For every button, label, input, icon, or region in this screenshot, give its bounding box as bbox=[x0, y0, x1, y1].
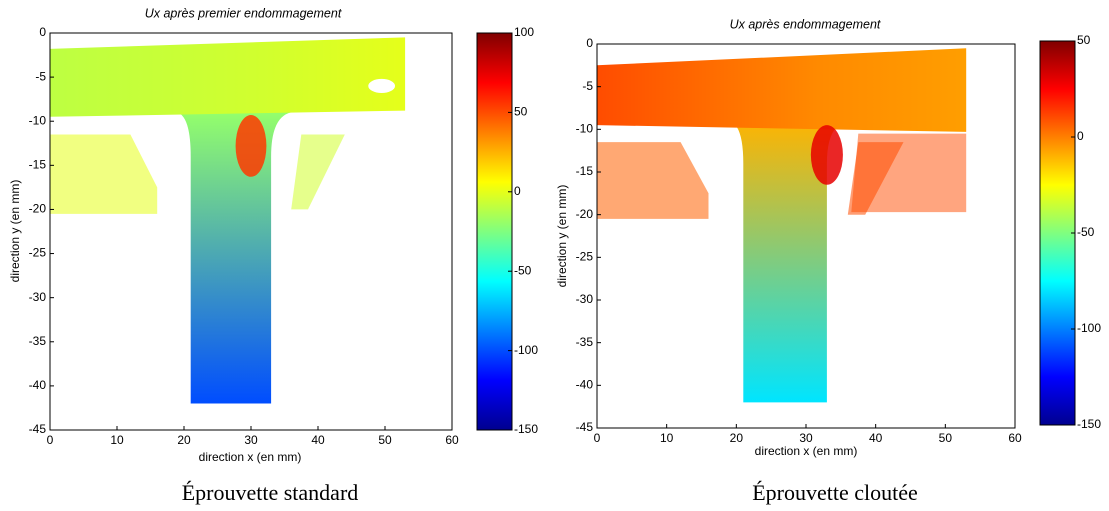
colorbar-tick-label: -150 bbox=[514, 422, 538, 436]
colorbar-tick-label: 0 bbox=[1077, 129, 1084, 143]
hot-spot bbox=[810, 125, 843, 185]
colorbar-tick-label: 50 bbox=[514, 105, 528, 119]
flange-left bbox=[597, 142, 709, 219]
y-axis-label: direction y (en mm) bbox=[555, 185, 569, 288]
colorbar-tick-label: -100 bbox=[1077, 321, 1101, 335]
x-tick-label: 0 bbox=[594, 431, 601, 445]
caption: Éprouvette cloutée bbox=[752, 480, 918, 505]
y-tick-label: -35 bbox=[29, 334, 47, 348]
flange-left bbox=[50, 134, 158, 214]
y-axis-label: direction y (en mm) bbox=[8, 180, 22, 283]
hole bbox=[368, 78, 396, 93]
flange-right-wide bbox=[851, 133, 967, 213]
plate-field bbox=[597, 48, 967, 132]
x-tick-label: 20 bbox=[730, 431, 744, 445]
chart-title: Ux après premier endommagement bbox=[145, 6, 342, 20]
y-tick-label: -5 bbox=[582, 79, 593, 93]
x-tick-label: 30 bbox=[799, 431, 813, 445]
y-tick-label: -10 bbox=[576, 122, 594, 136]
flange-right bbox=[291, 134, 345, 210]
y-tick-label: -5 bbox=[35, 69, 46, 83]
colorbar bbox=[476, 32, 513, 431]
colorbar-tick-label: -50 bbox=[514, 263, 532, 277]
x-axis-label: direction x (en mm) bbox=[755, 444, 858, 458]
colorbar-tick-label: -150 bbox=[1077, 417, 1101, 431]
y-tick-label: -45 bbox=[576, 420, 594, 434]
y-tick-label: 0 bbox=[586, 36, 593, 50]
y-tick-label: -25 bbox=[29, 246, 47, 260]
stem-field bbox=[177, 112, 292, 404]
y-tick-label: -30 bbox=[29, 290, 47, 304]
colorbar-tick-label: -100 bbox=[514, 343, 538, 357]
y-tick-label: -35 bbox=[576, 335, 594, 349]
y-tick-label: -45 bbox=[29, 422, 47, 436]
y-tick-label: -30 bbox=[576, 292, 594, 306]
colorbar bbox=[1039, 40, 1076, 426]
y-tick-label: -15 bbox=[29, 158, 47, 172]
x-axis-label: direction x (en mm) bbox=[199, 450, 302, 464]
y-tick-label: -25 bbox=[576, 250, 594, 264]
chart-title: Ux après endommagement bbox=[730, 17, 881, 31]
heatmap-panel: 0 10 20 30 40 50 60 0 -5 -10 -15 -20 -25 -30 -35 -40 -45… bbox=[555, 17, 1101, 505]
x-tick-label: 40 bbox=[311, 433, 325, 447]
colorbar-tick-label: 50 bbox=[1077, 33, 1091, 47]
heatmap-panel: 0 10 20 30 40 50 60 0 -5 -10 -15 -20 -25 -30 -35 -40 -45… bbox=[8, 6, 538, 505]
y-tick-label: -40 bbox=[29, 378, 47, 392]
y-tick-label: -10 bbox=[29, 113, 47, 127]
stem-field bbox=[729, 120, 848, 403]
y-tick-label: 0 bbox=[39, 25, 46, 39]
x-tick-label: 20 bbox=[177, 433, 191, 447]
x-tick-label: 50 bbox=[939, 431, 953, 445]
y-tick-label: -15 bbox=[576, 164, 594, 178]
colorbar-tick-label: 0 bbox=[514, 184, 521, 198]
x-tick-label: 60 bbox=[1008, 431, 1022, 445]
x-tick-label: 30 bbox=[244, 433, 258, 447]
plate-field bbox=[50, 37, 406, 117]
x-tick-label: 10 bbox=[660, 431, 674, 445]
x-tick-label: 0 bbox=[47, 433, 54, 447]
y-tick-label: -20 bbox=[29, 202, 47, 216]
caption: Éprouvette standard bbox=[182, 480, 359, 505]
colorbar-tick-label: 100 bbox=[514, 25, 534, 39]
y-tick-label: -20 bbox=[576, 207, 594, 221]
x-tick-label: 60 bbox=[445, 433, 459, 447]
x-tick-label: 10 bbox=[110, 433, 124, 447]
colorbar-tick-label: -50 bbox=[1077, 225, 1095, 239]
y-tick-label: -40 bbox=[576, 378, 594, 392]
x-tick-label: 50 bbox=[378, 433, 392, 447]
x-tick-label: 40 bbox=[869, 431, 883, 445]
hot-spot bbox=[235, 115, 267, 177]
